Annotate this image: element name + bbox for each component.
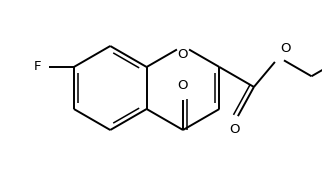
Text: O: O	[178, 79, 188, 92]
Text: F: F	[34, 61, 42, 74]
Text: O: O	[178, 48, 188, 61]
Text: O: O	[280, 42, 290, 55]
Text: O: O	[229, 123, 239, 136]
